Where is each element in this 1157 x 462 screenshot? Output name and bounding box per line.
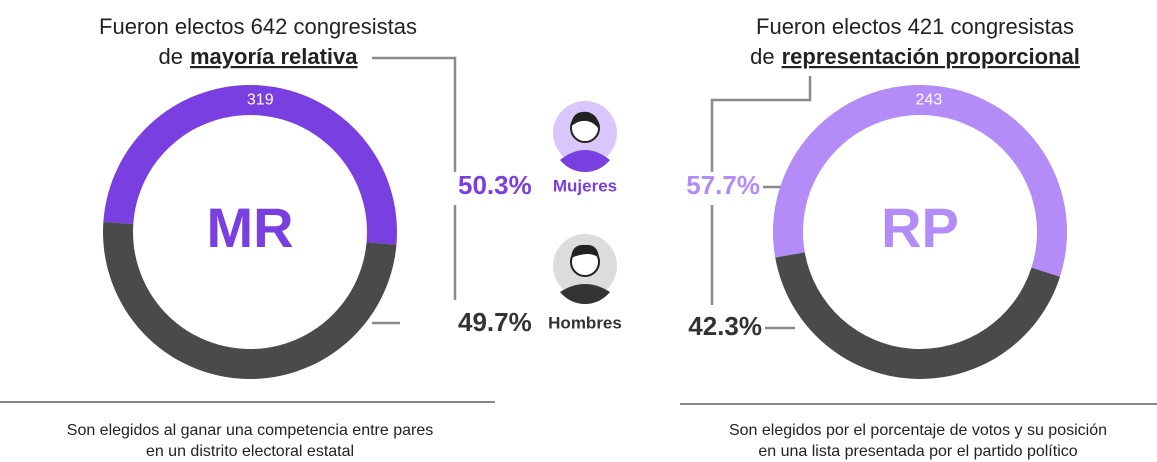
caption: Son elegidos por el porcentaje de votos …: [729, 422, 1107, 439]
legend-label: Hombres: [548, 313, 622, 332]
center-label: MR: [206, 196, 293, 259]
chart-title: Fueron electos 421 congresistas: [756, 14, 1074, 39]
percent-label: 42.3%: [688, 311, 762, 341]
caption: en una lista presentada por el partido p…: [758, 443, 1077, 460]
segment-annotation: 319: [247, 92, 274, 109]
infographic: Mujeres Hombres 319 50.3% 49.7% MR Fueron el…: [0, 0, 1157, 462]
center-label: RP: [881, 196, 959, 259]
caption: Son elegidos al ganar una competencia en…: [67, 422, 433, 439]
connector: [372, 58, 455, 172]
woman-icon: [553, 101, 617, 172]
caption: en un distrito electoral estatal: [146, 443, 354, 460]
donut-segment: [775, 252, 1060, 379]
chart-title: Fueron electos 642 congresistas: [99, 14, 417, 39]
percent-label: 50.3%: [458, 170, 532, 200]
chart-subtitle: de representación proporcional: [750, 44, 1080, 69]
percent-label: 57.7%: [686, 170, 760, 200]
subtitle-emphasis: mayoría relativa: [190, 44, 358, 69]
chart-subtitle: de mayoría relativa: [158, 44, 358, 69]
subtitle-prefix: de: [158, 44, 182, 69]
legend-label: Mujeres: [553, 176, 617, 195]
subtitle-emphasis: representación proporcional: [782, 44, 1080, 69]
segment-annotation: 243: [916, 92, 943, 109]
percent-label: 49.7%: [458, 307, 532, 337]
subtitle-prefix: de: [750, 44, 774, 69]
man-icon: [553, 234, 617, 304]
